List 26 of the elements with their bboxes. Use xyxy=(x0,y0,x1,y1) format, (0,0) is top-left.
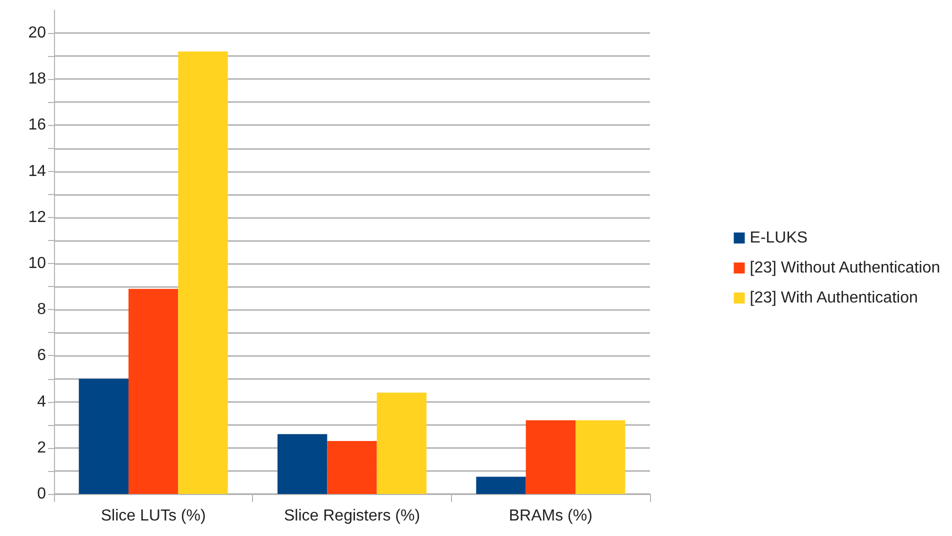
bar xyxy=(576,420,626,494)
x-tick-label: Slice LUTs (%) xyxy=(100,508,206,524)
y-tick-label: 20 xyxy=(28,24,46,42)
y-tick-label: 8 xyxy=(37,301,46,318)
legend-label: [23] With Authentication xyxy=(750,290,918,306)
y-tick-label: 6 xyxy=(37,347,46,364)
bar xyxy=(128,288,178,494)
y-tick-label: 10 xyxy=(28,255,46,272)
legend-label: [23] Without Authentication xyxy=(750,260,940,276)
y-tick-label: 18 xyxy=(28,70,46,88)
y-tick-label: 16 xyxy=(28,116,46,134)
y-tick-label: 12 xyxy=(28,208,46,226)
y-tick-label: 0 xyxy=(37,486,46,502)
bar xyxy=(327,440,377,494)
legend-label: E-LUKS xyxy=(750,230,808,246)
y-tick-label: 2 xyxy=(37,439,46,456)
bar xyxy=(178,51,228,494)
bar xyxy=(278,434,328,494)
bar xyxy=(78,378,128,494)
y-tick-label: 14 xyxy=(28,162,46,180)
bar xyxy=(376,392,426,494)
bar xyxy=(476,476,526,494)
x-tick-label: Slice Registers (%) xyxy=(284,508,420,524)
bar xyxy=(526,420,576,494)
y-tick-label: 4 xyxy=(37,393,46,410)
x-tick-label: BRAMs (%) xyxy=(508,508,592,524)
